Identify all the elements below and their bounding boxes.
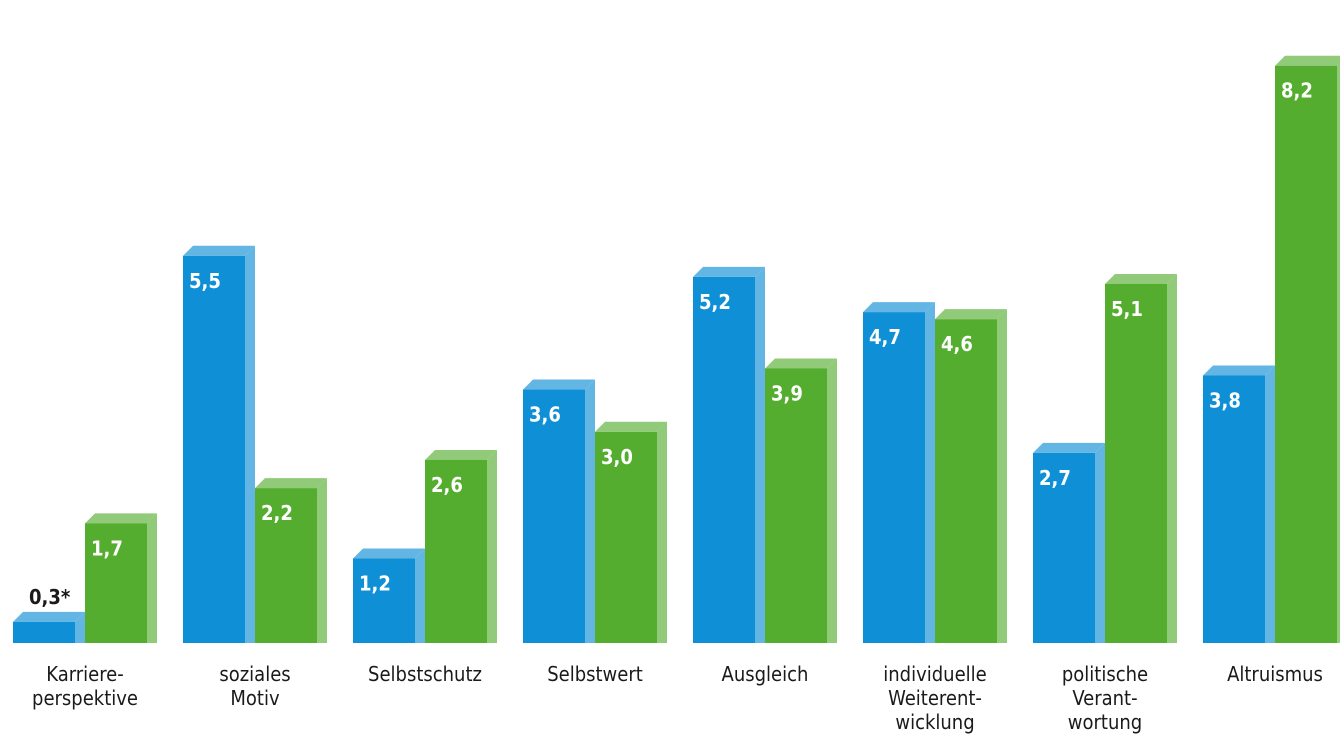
value-label: 2,7	[1039, 466, 1071, 490]
bar	[765, 368, 827, 643]
bar-top	[693, 266, 765, 277]
bar	[935, 319, 997, 643]
value-label: 8,2	[1281, 79, 1313, 103]
value-label: 3,9	[771, 381, 803, 405]
bar	[353, 558, 415, 643]
bar-top	[523, 379, 595, 390]
bar-top	[353, 548, 425, 559]
x-tick-label: politische Verant- wortung	[1061, 662, 1149, 734]
bar-side	[657, 421, 667, 643]
value-label: 4,7	[869, 325, 901, 349]
value-label: 1,7	[91, 536, 123, 560]
bar	[1105, 283, 1167, 643]
bar	[13, 621, 75, 643]
bar	[255, 488, 317, 643]
bar-top	[595, 421, 667, 432]
bar-side	[925, 302, 935, 643]
bar-side	[755, 266, 765, 643]
bar-side	[585, 379, 595, 643]
bar	[523, 389, 585, 643]
x-tick-label: Karriere- perspektive	[32, 662, 138, 710]
bar-top	[1033, 442, 1105, 453]
bar-top	[765, 358, 837, 369]
bar-top	[1105, 273, 1177, 284]
bar	[85, 523, 147, 643]
bar-side	[245, 245, 255, 644]
bar-top	[85, 513, 157, 524]
value-label: 5,5	[189, 269, 221, 293]
value-label: 4,6	[941, 332, 973, 356]
bar-side	[1337, 62, 1340, 643]
x-tick-label: Altruismus	[1227, 662, 1323, 686]
bar-side	[997, 309, 1007, 643]
bar-top	[183, 245, 255, 256]
bar-top	[935, 309, 1007, 320]
x-tick-label: Selbstschutz	[368, 662, 482, 686]
bar-top	[863, 302, 935, 313]
value-label: 3,6	[529, 403, 561, 427]
value-label: 1,2	[359, 572, 391, 596]
bar-side	[317, 478, 327, 643]
bar-side	[1265, 365, 1275, 643]
value-label: 5,2	[699, 290, 731, 314]
bar	[693, 276, 755, 643]
value-label: 5,1	[1111, 297, 1143, 321]
bar-side	[1095, 442, 1105, 643]
bar-side	[75, 611, 85, 643]
value-label: 3,8	[1209, 388, 1241, 412]
bar	[1203, 375, 1265, 643]
bar	[595, 431, 657, 643]
bar	[425, 459, 487, 643]
bar-side	[1167, 273, 1177, 643]
bar-side	[487, 449, 497, 643]
x-tick-label: Selbstwert	[547, 662, 643, 686]
value-label: 2,2	[261, 501, 293, 525]
bar-top	[1203, 365, 1275, 376]
bar-side	[827, 358, 837, 643]
value-label: 2,6	[431, 473, 463, 497]
bar	[863, 312, 925, 643]
x-tick-label: Ausgleich	[721, 662, 809, 686]
x-tick-label: individuelle Weiterent- wicklung	[883, 662, 987, 734]
bar-side	[415, 548, 425, 643]
bar-top	[255, 478, 327, 489]
bar	[183, 255, 245, 644]
value-label: 0,3*	[29, 585, 71, 609]
bar-top	[1275, 55, 1340, 66]
bar	[1033, 452, 1095, 643]
bar-side	[147, 513, 157, 643]
value-label: 3,0	[601, 445, 633, 469]
bar-top	[425, 449, 497, 460]
bar-top	[13, 611, 85, 622]
bar	[1275, 65, 1337, 644]
x-tick-label: soziales Motiv	[219, 662, 291, 710]
